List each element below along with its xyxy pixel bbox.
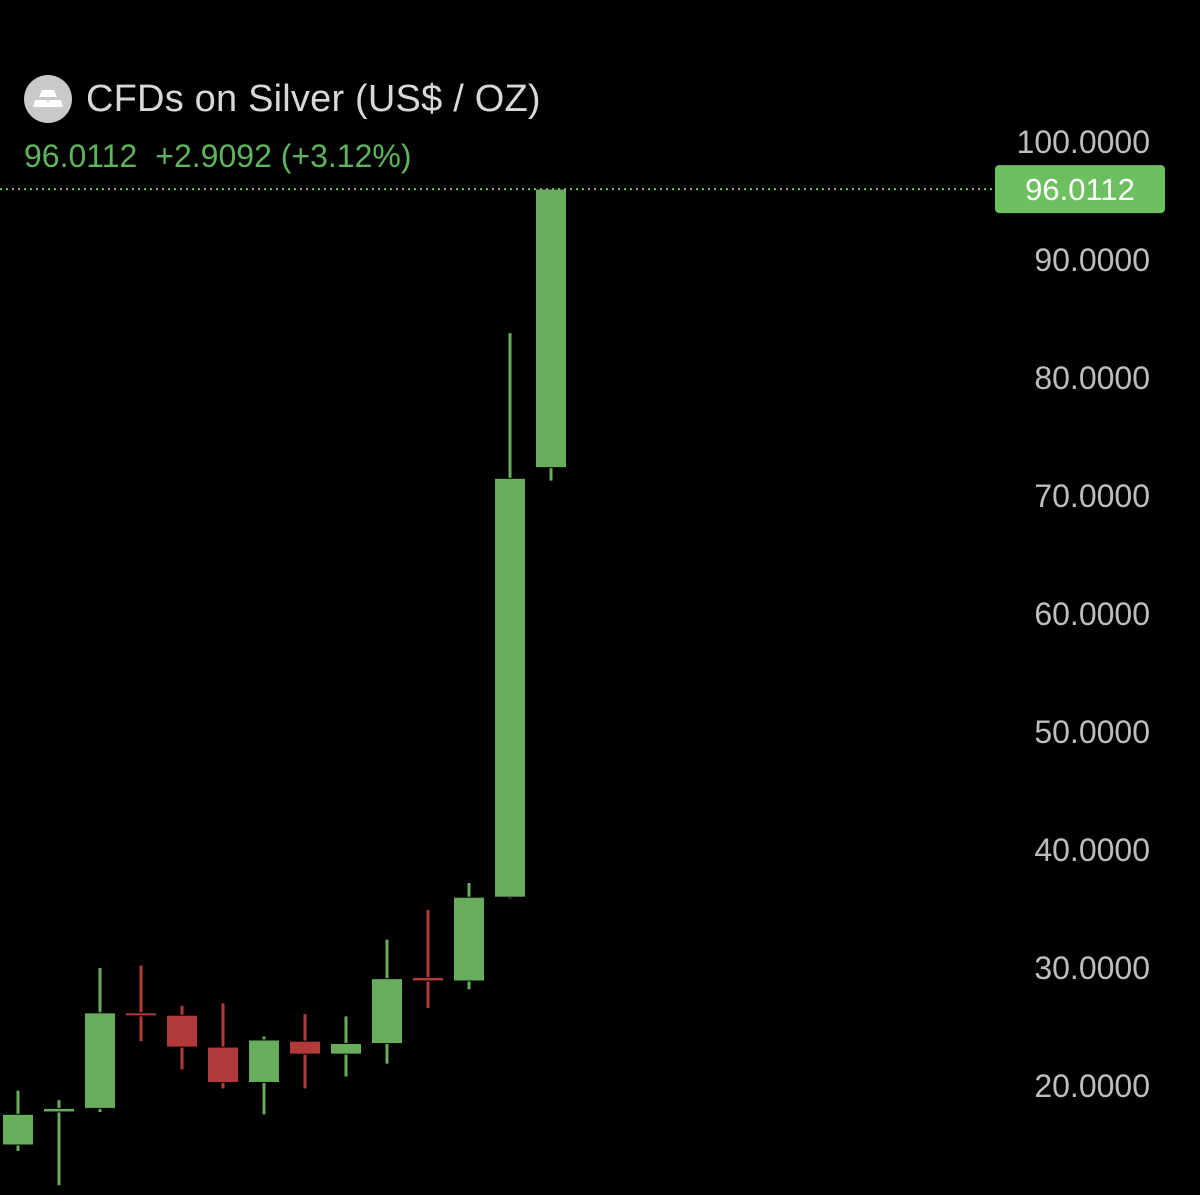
y-tick-label: 20.0000: [1034, 1068, 1150, 1104]
candle[interactable]: [535, 188, 567, 481]
y-tick-label: 80.0000: [1034, 360, 1150, 396]
candle-body: [371, 978, 403, 1045]
y-tick-label: 50.0000: [1034, 714, 1150, 750]
price-change: +2.9092 (+3.12%): [155, 138, 411, 175]
candle[interactable]: [289, 1014, 321, 1089]
candle-body: [2, 1113, 34, 1146]
candle[interactable]: [453, 883, 485, 990]
last-price: 96.0112: [24, 138, 138, 174]
candle-body: [166, 1014, 198, 1048]
candle[interactable]: [2, 1090, 34, 1151]
candle-body: [125, 1012, 157, 1017]
quote-row: 96.0112 +2.9092 (+3.12%): [24, 138, 541, 175]
candle-body: [248, 1039, 280, 1083]
y-tick-label: 30.0000: [1034, 950, 1150, 986]
candle-body: [453, 896, 485, 982]
last-price-tag: 96.0112: [995, 165, 1165, 214]
candle-body: [494, 477, 526, 898]
candle[interactable]: [371, 939, 403, 1064]
candle-body: [43, 1107, 75, 1113]
candle-body: [289, 1040, 321, 1055]
candle-body: [84, 1012, 116, 1109]
candle[interactable]: [330, 1016, 362, 1077]
last-price-tag-background: [995, 165, 1165, 214]
price-axis[interactable]: 20.0000 30.0000 40.0000 50.0000 60.0000 70.00…: [1017, 124, 1150, 1104]
y-tick-label: 70.0000: [1034, 478, 1150, 514]
chart-title: CFDs on Silver (US$ / OZ): [86, 77, 541, 120]
candle-body: [412, 976, 444, 982]
candle[interactable]: [125, 965, 157, 1042]
candle[interactable]: [412, 910, 444, 1009]
candle[interactable]: [207, 1003, 239, 1089]
silver-bars-icon[interactable]: [24, 75, 72, 123]
y-tick-label: 90.0000: [1034, 242, 1150, 278]
chart-header: CFDs on Silver (US$ / OZ) 96.0112 +2.909…: [24, 70, 541, 175]
candle[interactable]: [166, 1005, 198, 1070]
candle-body: [330, 1043, 362, 1055]
price-change-abs: +2.9092: [155, 138, 272, 174]
y-tick-label: 40.0000: [1034, 832, 1150, 868]
y-tick-label: 60.0000: [1034, 596, 1150, 632]
candles-group: [2, 188, 567, 1186]
candle[interactable]: [43, 1100, 75, 1186]
candle[interactable]: [84, 968, 116, 1112]
y-tick-label: 100.0000: [1017, 124, 1150, 160]
last-price-tag-label: 96.0112: [1025, 172, 1135, 207]
candle[interactable]: [494, 333, 526, 899]
candle-body: [207, 1046, 239, 1083]
candle[interactable]: [248, 1036, 280, 1115]
price-change-pct: (+3.12%): [280, 138, 412, 174]
candle-body: [535, 188, 567, 469]
title-row: CFDs on Silver (US$ / OZ): [24, 70, 541, 128]
